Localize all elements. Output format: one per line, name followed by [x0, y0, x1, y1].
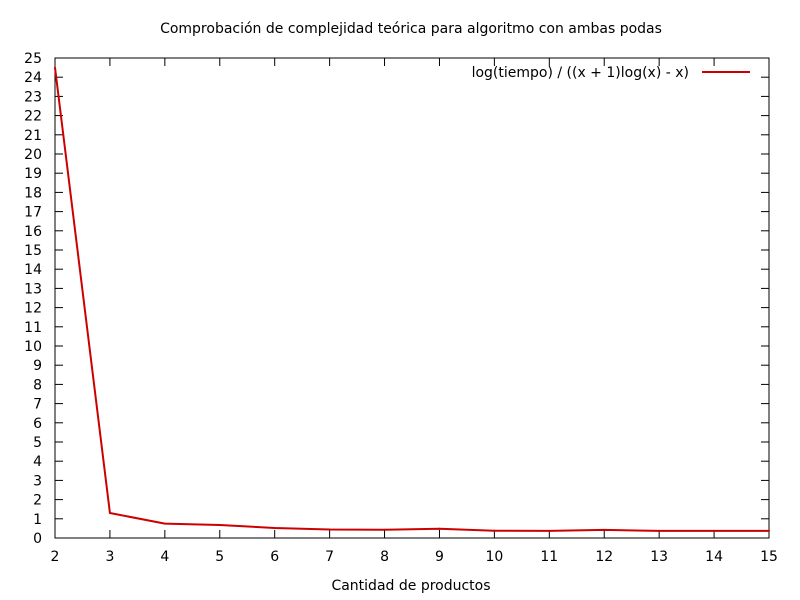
y-tick-label: 20: [24, 147, 42, 163]
chart-title: Comprobación de complejidad teórica para…: [160, 21, 662, 37]
data-point: [163, 522, 166, 525]
x-tick-label: 14: [705, 549, 723, 565]
data-point: [713, 529, 716, 532]
data-point: [438, 527, 441, 530]
y-tick-label: 1: [33, 512, 42, 528]
y-tick-label: 13: [24, 281, 42, 297]
x-tick-label: 2: [51, 549, 60, 565]
y-tick-label: 25: [24, 51, 42, 67]
x-tick-label: 7: [325, 549, 334, 565]
y-tick-label: 7: [33, 397, 42, 413]
data-point: [383, 528, 386, 531]
y-tick-label: 9: [33, 358, 42, 374]
y-tick-label: 15: [24, 243, 42, 259]
legend-label: log(tiempo) / ((x + 1)log(x) - x): [472, 65, 689, 81]
y-tick-label: 0: [33, 531, 42, 547]
series-layer: [54, 66, 770, 532]
x-tick-label: 9: [435, 549, 444, 565]
y-tick-label: 12: [24, 301, 42, 317]
series-line: [54, 67, 769, 532]
y-tick-label: 17: [24, 205, 42, 221]
x-axis-label: Cantidad de productos: [331, 578, 490, 594]
x-tick-label: 5: [215, 549, 224, 565]
y-tick-label: 18: [24, 185, 42, 201]
y-tick-label: 21: [24, 128, 42, 144]
y-tick-label: 11: [24, 320, 42, 336]
x-tick-label: 6: [270, 549, 279, 565]
data-point: [273, 527, 276, 530]
x-tick-label: 10: [485, 549, 503, 565]
x-tick-label: 11: [540, 549, 558, 565]
y-tick-label: 22: [24, 109, 42, 125]
y-axis-ticks: 0123456789101112131415161718192021222324…: [24, 51, 769, 547]
y-tick-label: 5: [33, 435, 42, 451]
x-tick-label: 4: [160, 549, 169, 565]
y-tick-label: 19: [24, 166, 42, 182]
data-point: [218, 523, 221, 526]
y-tick-label: 14: [24, 262, 42, 278]
data-point: [54, 66, 56, 69]
data-point: [603, 528, 606, 531]
y-tick-label: 24: [24, 70, 42, 86]
data-point: [768, 529, 770, 532]
x-tick-label: 12: [595, 549, 613, 565]
x-axis-ticks: 2 3 4 5 6 7 8 9 10 11 12 13 14 15: [51, 58, 778, 565]
y-tick-label: 4: [33, 454, 42, 470]
y-tick-label: 16: [24, 224, 42, 240]
y-tick-label: 6: [33, 416, 42, 432]
y-tick-label: 10: [24, 339, 42, 355]
data-point: [548, 529, 551, 532]
data-point: [658, 529, 661, 532]
x-tick-label: 13: [650, 549, 668, 565]
y-tick-label: 3: [33, 473, 42, 489]
data-point: [108, 512, 111, 515]
x-tick-label: 15: [760, 549, 778, 565]
y-tick-label: 2: [33, 493, 42, 509]
data-point: [328, 528, 331, 531]
y-tick-label: 23: [24, 89, 42, 105]
x-tick-label: 8: [380, 549, 389, 565]
legend: log(tiempo) / ((x + 1)log(x) - x): [472, 65, 750, 81]
x-tick-label: 3: [105, 549, 114, 565]
plot-frame: [54, 57, 770, 539]
data-point: [493, 529, 496, 532]
y-tick-label: 8: [33, 377, 42, 393]
